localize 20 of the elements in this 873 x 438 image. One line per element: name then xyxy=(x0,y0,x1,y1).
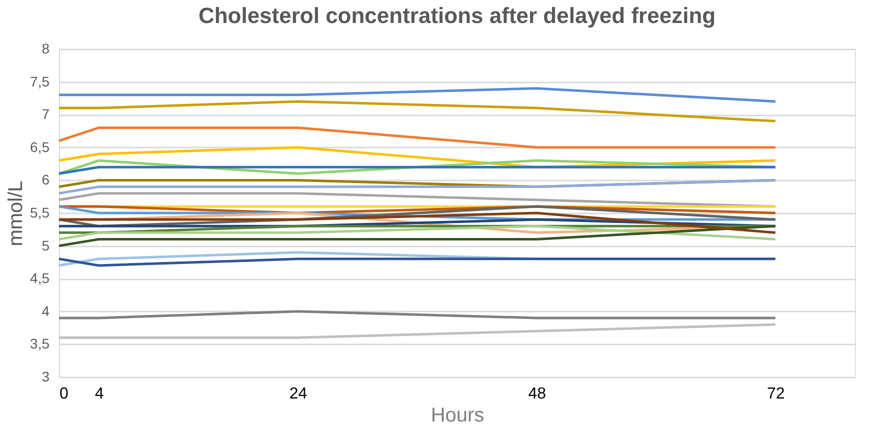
y-tick-label: 6,5 xyxy=(30,138,50,155)
x-axis-title: Hours xyxy=(430,404,484,426)
x-tick-label: 4 xyxy=(94,386,104,402)
y-tick-label: 4 xyxy=(42,302,50,319)
x-tick-label: 0 xyxy=(60,386,68,402)
x-tick-label: 24 xyxy=(289,386,308,402)
y-tick-label: 6 xyxy=(42,172,50,188)
y-axis-title: mmol/L xyxy=(5,180,28,246)
y-tick-label: 5 xyxy=(42,237,50,254)
y-tick-label: 4,5 xyxy=(30,270,50,286)
line-series xyxy=(58,212,777,234)
y-tick-label: 5,5 xyxy=(30,204,50,220)
y-tick-label: 3 xyxy=(42,368,50,384)
x-tick-label: 72 xyxy=(767,386,785,402)
x-tick-label: 48 xyxy=(528,386,546,402)
y-tick-label: 8 xyxy=(42,40,50,56)
y-tick-label: 3,5 xyxy=(30,336,50,352)
y-tick-label: 7 xyxy=(42,106,50,122)
y-tick-label: 7,5 xyxy=(30,73,50,90)
chart-title: Cholesterol concentrations after delayed freezing xyxy=(198,3,716,28)
